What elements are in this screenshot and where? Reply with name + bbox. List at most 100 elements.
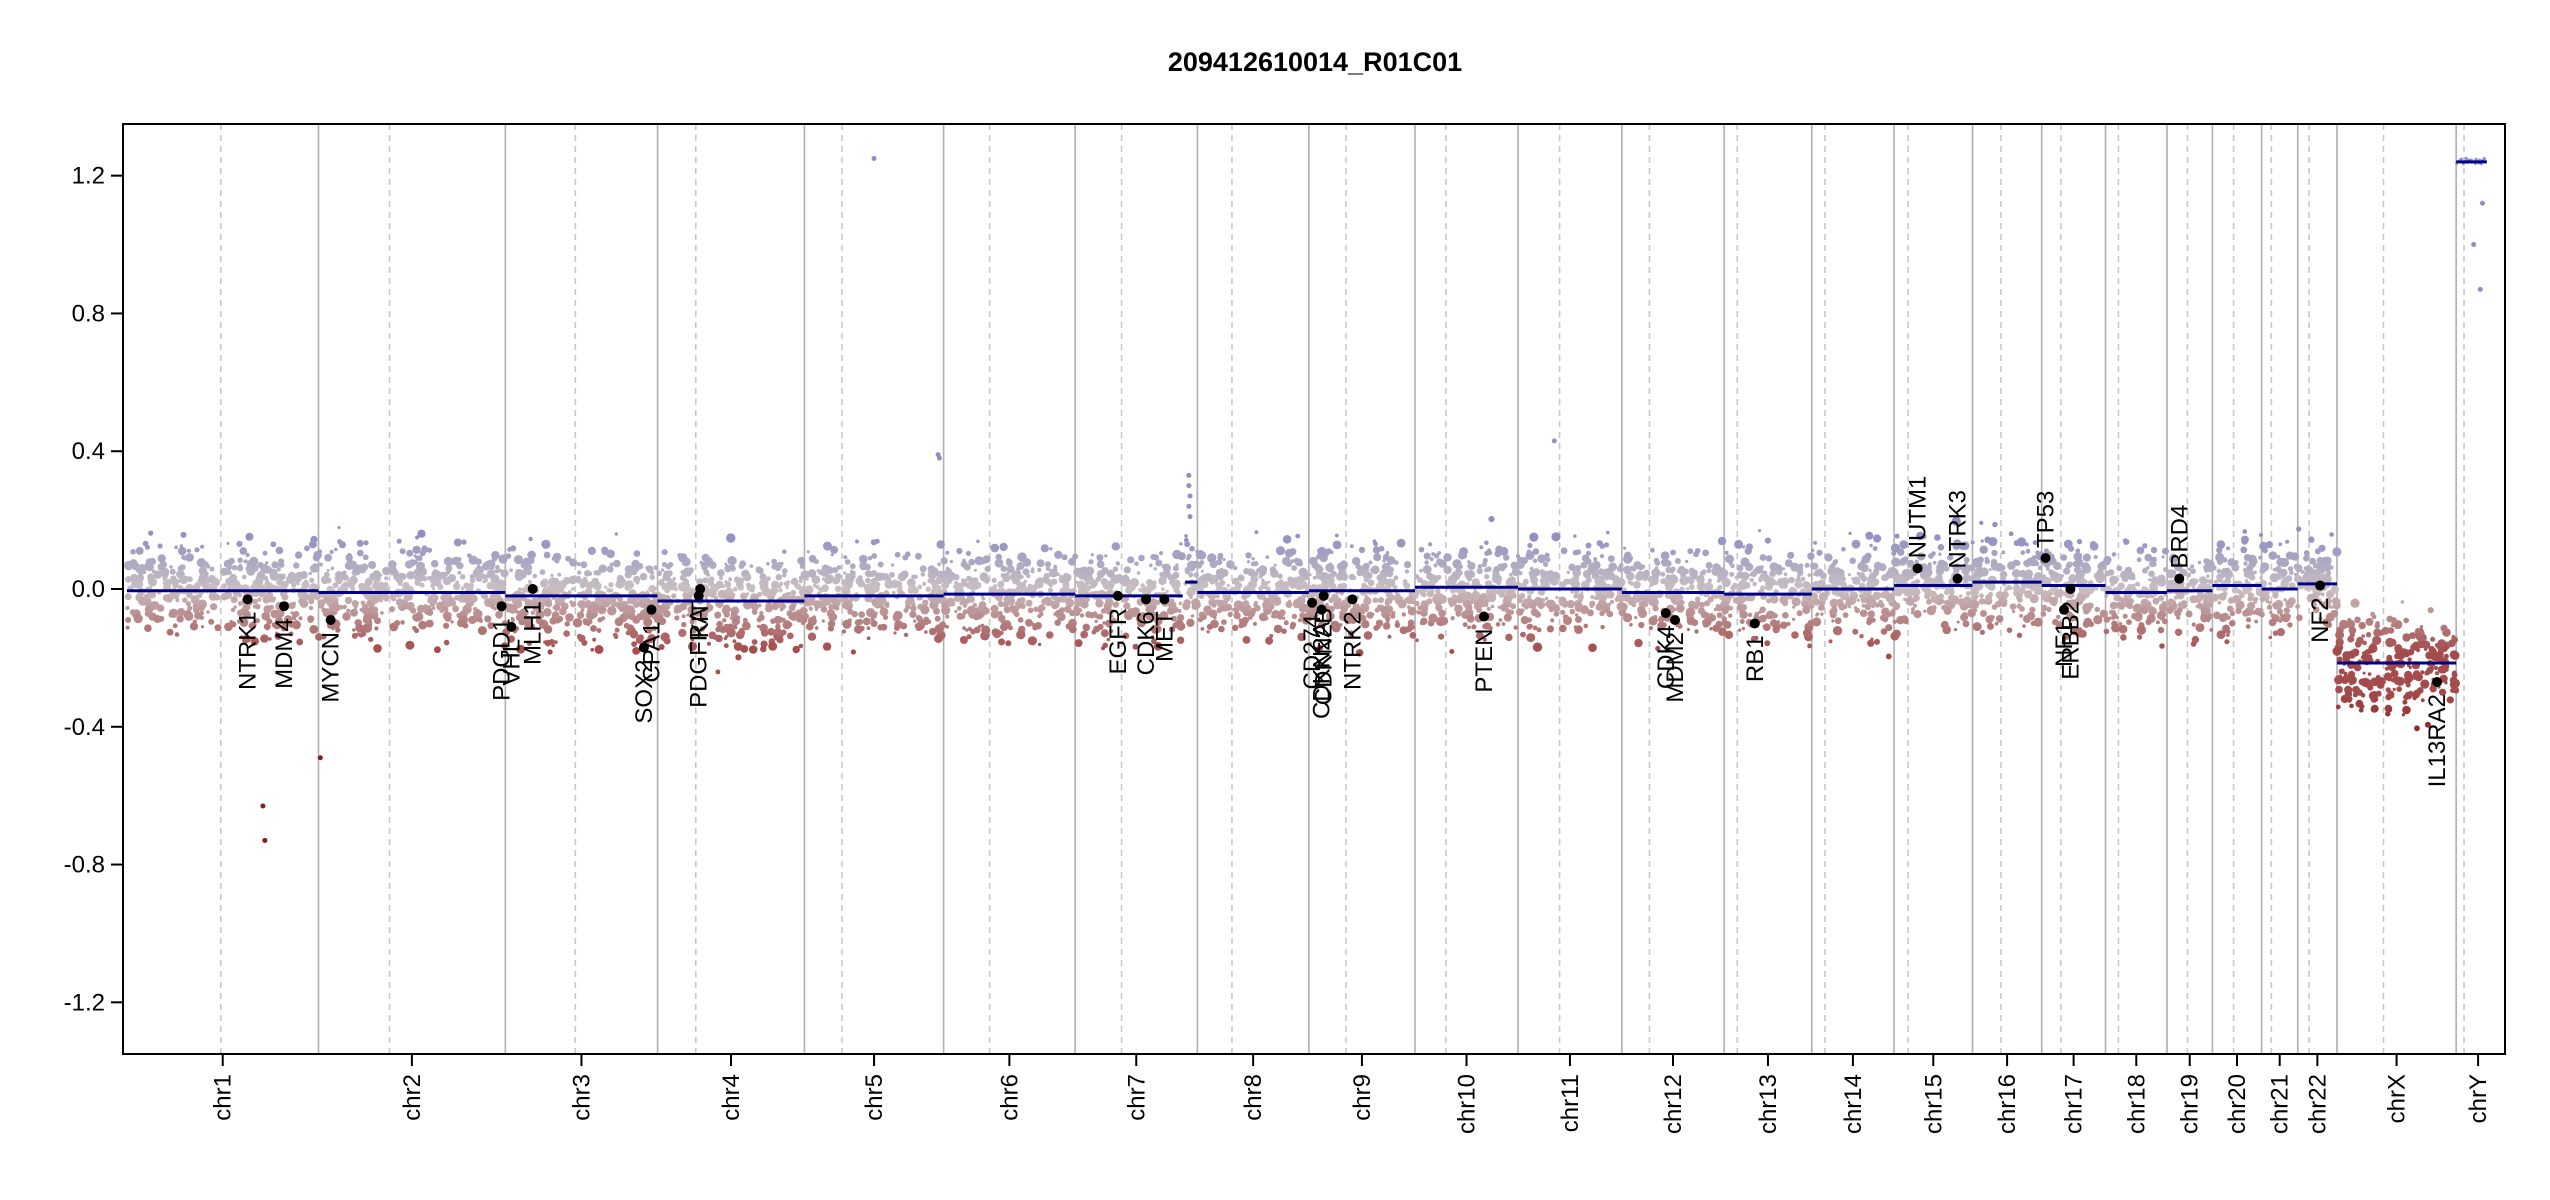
probe-point [1184,534,1188,538]
probe-point [1328,565,1335,571]
probe-point [1216,607,1222,614]
probe-point [681,557,691,567]
probe-point [1107,580,1115,589]
probe-point [601,548,609,556]
probe-point [905,596,915,606]
probe-point [507,635,515,643]
probe-point [163,570,169,577]
probe-point [394,620,401,627]
probe-point [1545,557,1551,563]
probe-point [453,538,462,547]
probe-point [781,617,786,623]
probe-point [1598,575,1606,582]
probe-point [153,570,163,579]
probe-point [690,627,697,634]
probe-point [2386,654,2393,661]
probe-point [2025,585,2030,589]
probe-point [2099,609,2108,618]
probe-point [1034,622,1042,630]
probe-point [1807,643,1812,649]
probe-point [230,596,238,604]
probe-point [1072,553,1079,560]
probe-point [389,565,397,573]
probe-point [1500,603,1509,612]
probe-point [1501,562,1508,569]
probe-point [2048,569,2055,576]
probe-point [169,565,173,569]
probe-point [1705,561,1713,569]
probe-point [859,554,868,564]
probe-point [308,540,317,549]
probe-point [962,609,968,615]
probe-point [1175,589,1180,595]
probe-point [607,606,617,616]
probe-point [757,591,763,597]
probe-point [598,564,607,573]
probe-point [812,583,817,588]
probe-point [1123,574,1128,579]
probe-point [460,586,465,591]
probe-point [2252,610,2257,615]
probe-point [1172,622,1179,629]
probe-point [605,596,612,602]
probe-point [1436,558,1443,566]
probe-point [1184,566,1191,573]
probe-point [396,588,400,592]
probe-point [749,564,754,568]
probe-point [790,594,797,601]
probe-point [1372,546,1381,554]
probe-point [1433,563,1438,568]
probe-point [782,568,788,574]
probe-point [2124,576,2129,581]
probe-point [2242,529,2248,534]
probe-point [1873,534,1882,543]
probe-point [960,560,968,568]
probe-point [319,562,323,567]
probe-point [1177,614,1185,622]
probe-point [1435,588,1441,594]
probe-point [1122,632,1130,640]
probe-point [2250,557,2258,566]
probe-point [1376,574,1384,582]
probe-point [491,582,501,592]
probe-point [2261,564,2265,568]
probe-points [124,516,2460,732]
probe-point [260,634,269,643]
probe-point [1716,603,1719,607]
probe-point [681,614,686,619]
probe-point [1172,565,1179,572]
probe-point [1297,632,1306,642]
probe-point [2029,594,2039,604]
probe-point [384,576,389,581]
probe-point [383,584,389,590]
probe-point [176,615,184,623]
probe-point [258,572,264,578]
probe-point [1150,601,1154,605]
probe-point [2318,544,2326,552]
probe-point [807,632,817,641]
probe-point [576,633,583,640]
probe-point [308,598,315,605]
probe-point [1969,599,1980,610]
probe-point [1104,554,1108,558]
probe-point [187,576,193,583]
probe-point [1217,554,1223,560]
probe-point [553,603,561,612]
probe-point [1741,627,1745,631]
probe-point [402,582,410,590]
probe-point [1321,581,1330,590]
probe-point [782,549,787,554]
probe-point [1989,614,1994,619]
probe-point [1490,604,1495,609]
probe-point [845,573,850,578]
probe-point [426,609,434,616]
probe-point [1062,573,1072,583]
probe-point [1501,622,1506,626]
probe-point [677,553,683,558]
probe-point [443,622,450,629]
probe-point [196,558,206,568]
probe-point [589,604,599,614]
probe-point [337,539,343,545]
probe-point [820,568,830,577]
probe-point [1342,601,1346,606]
